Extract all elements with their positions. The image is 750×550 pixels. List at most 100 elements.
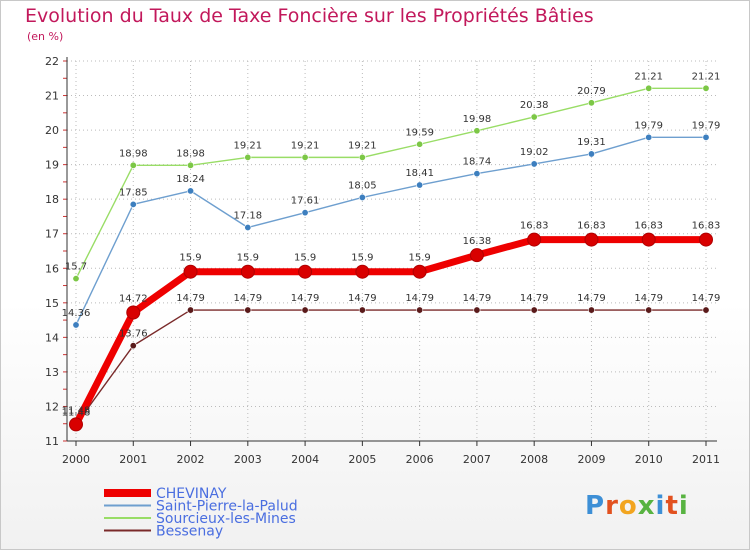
y-tick-label: 17	[45, 228, 59, 241]
series-line-chevinay	[72, 236, 710, 428]
data-label: 17.61	[291, 196, 320, 207]
data-point	[358, 306, 366, 314]
data-point	[699, 232, 713, 247]
data-point	[129, 161, 137, 169]
data-label: 14.79	[520, 293, 549, 304]
data-point	[416, 140, 424, 148]
x-tick-label: 2008	[520, 453, 548, 466]
data-point	[358, 153, 366, 161]
x-tick-label: 2000	[62, 453, 90, 466]
data-point	[469, 248, 484, 263]
y-tick-label: 13	[45, 366, 59, 379]
data-label: 15.7	[65, 262, 87, 273]
x-tick-label: 2006	[406, 453, 434, 466]
data-point	[69, 417, 83, 432]
data-label: 14.79	[463, 293, 492, 304]
data-point	[412, 264, 427, 279]
data-label: 15.9	[294, 253, 316, 264]
data-point	[187, 161, 195, 169]
data-label: 19.02	[520, 147, 549, 158]
data-label: 19.31	[577, 137, 606, 148]
data-label: 19.21	[233, 140, 262, 151]
data-point	[645, 133, 653, 141]
series-line-bessenay	[75, 309, 707, 426]
data-label: 11.48	[62, 405, 91, 416]
data-label: 19.79	[692, 120, 721, 131]
chart-title: Evolution du Taux de Taxe Foncière sur l…	[25, 5, 594, 27]
legend-label: Bessenay	[156, 524, 223, 540]
data-point	[72, 321, 80, 329]
proxiti-logo: Proxiti	[585, 491, 689, 521]
data-point	[645, 84, 653, 92]
data-label: 17.85	[119, 187, 148, 198]
data-point	[240, 264, 255, 279]
data-label: 19.21	[291, 140, 320, 151]
data-point	[530, 306, 538, 314]
data-label: 16.83	[577, 221, 606, 232]
data-label: 15.9	[351, 253, 373, 264]
data-point	[72, 275, 80, 283]
data-point	[527, 232, 542, 247]
data-point	[301, 306, 309, 314]
data-label: 18.41	[405, 168, 434, 179]
y-tick-label: 22	[45, 55, 59, 68]
data-label: 19.21	[348, 140, 377, 151]
data-label: 17.18	[233, 211, 262, 222]
data-point	[584, 232, 599, 247]
y-tick-label: 21	[45, 90, 59, 103]
data-point	[298, 264, 313, 279]
y-tick-label: 14	[45, 331, 59, 344]
y-tick-label: 16	[45, 262, 59, 275]
data-point	[530, 160, 538, 168]
data-label: 14.79	[692, 293, 721, 304]
data-point	[473, 306, 481, 314]
data-point	[530, 113, 538, 121]
data-point	[587, 306, 595, 314]
data-label: 13.76	[119, 329, 148, 340]
data-point	[416, 306, 424, 314]
y-tick-label: 20	[45, 124, 59, 137]
y-tick-label: 12	[45, 400, 59, 413]
data-point	[244, 153, 252, 161]
logo-letter: x	[637, 491, 656, 521]
data-label: 16.83	[634, 221, 663, 232]
data-label: 14.79	[577, 293, 606, 304]
x-tick-label: 2002	[177, 453, 205, 466]
data-label: 20.79	[577, 86, 606, 97]
data-point	[244, 224, 252, 232]
data-point	[587, 150, 595, 158]
data-point	[301, 209, 309, 217]
x-tick-label: 2010	[635, 453, 663, 466]
data-point	[183, 264, 198, 279]
logo-letter: i	[678, 491, 689, 521]
data-label: 11.48	[62, 407, 91, 418]
data-label: 19.79	[634, 120, 663, 131]
data-point	[355, 264, 370, 279]
data-point	[702, 84, 710, 92]
data-point	[645, 306, 653, 314]
data-label: 16.38	[463, 236, 492, 247]
y-tick-label: 11	[45, 435, 59, 448]
x-tick-label: 2003	[234, 453, 262, 466]
y-tick-label: 15	[45, 297, 59, 310]
data-point	[641, 232, 656, 247]
data-point	[301, 153, 309, 161]
data-point	[358, 193, 366, 201]
data-label: 21.21	[634, 71, 663, 82]
logo-letter: i	[655, 491, 666, 521]
logo-letter: P	[585, 491, 606, 521]
data-point	[416, 181, 424, 189]
data-point	[187, 306, 195, 314]
unit-label: (en %)	[27, 30, 64, 43]
data-point	[187, 187, 195, 195]
y-tick-label: 19	[45, 159, 59, 172]
series-line-sourcieux-les-mines	[75, 87, 707, 280]
x-tick-label: 2011	[692, 453, 720, 466]
data-label: 18.98	[176, 148, 205, 159]
legend-label: CHEVINAY	[156, 486, 227, 502]
data-label: 14.79	[348, 293, 377, 304]
data-label: 14.72	[119, 293, 148, 304]
data-label: 15.9	[409, 253, 431, 264]
y-tick-label: 18	[45, 193, 59, 206]
